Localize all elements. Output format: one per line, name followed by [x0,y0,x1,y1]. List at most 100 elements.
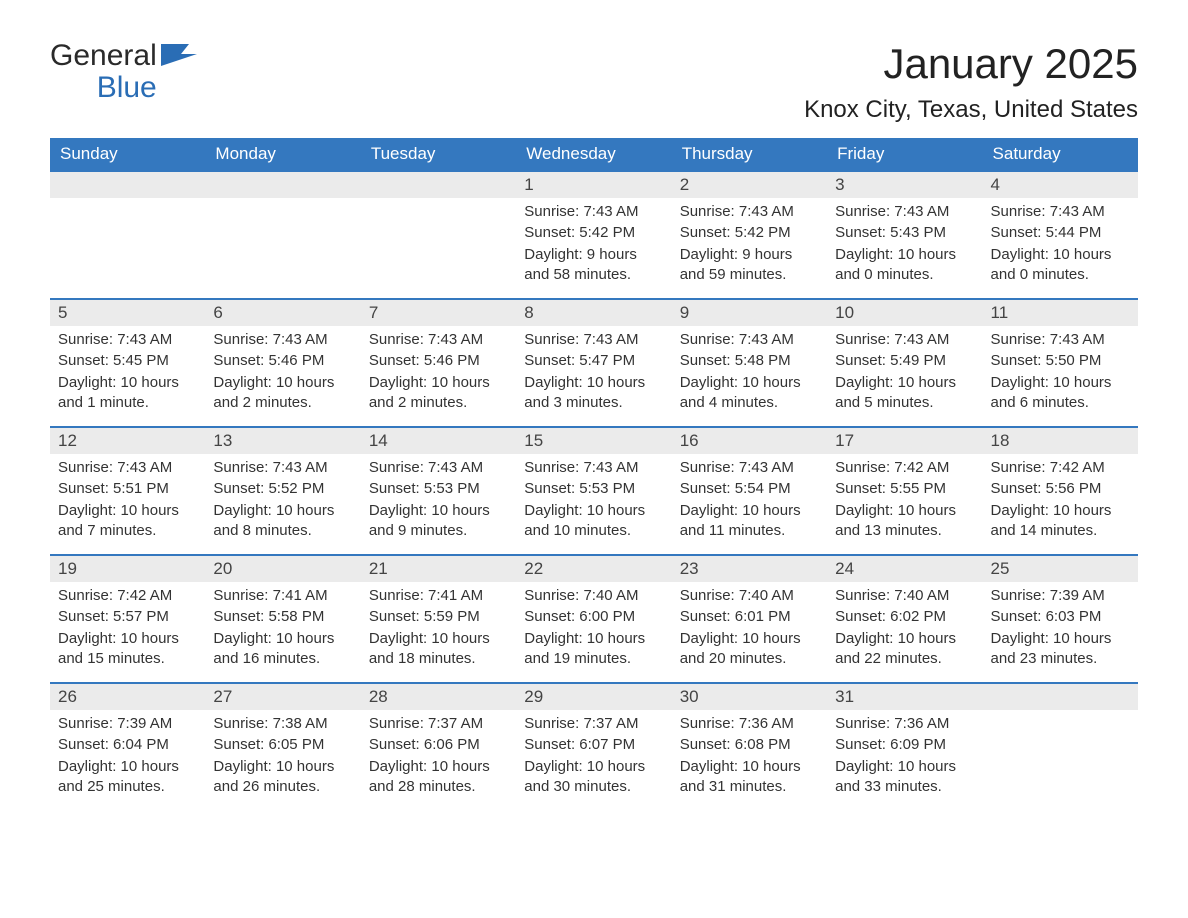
weekday-header: Thursday [672,138,827,170]
sunrise-text: Sunrise: 7:41 AM [369,586,508,606]
day-number: 25 [983,556,1138,582]
sunrise-text: Sunrise: 7:43 AM [524,330,663,350]
daylight-text: Daylight: 10 hours and 14 minutes. [991,501,1130,542]
day-cell: 27Sunrise: 7:38 AMSunset: 6:05 PMDayligh… [205,684,360,810]
day-cell [205,172,360,298]
daylight-text: Daylight: 10 hours and 0 minutes. [835,245,974,286]
day-content: Sunrise: 7:43 AMSunset: 5:54 PMDaylight:… [672,454,827,554]
sunrise-text: Sunrise: 7:36 AM [680,714,819,734]
day-number [50,172,205,198]
title-block: January 2025 Knox City, Texas, United St… [804,40,1138,132]
day-cell: 11Sunrise: 7:43 AMSunset: 5:50 PMDayligh… [983,300,1138,426]
day-cell: 8 Sunrise: 7:43 AMSunset: 5:47 PMDaylight… [516,300,671,426]
sunset-text: Sunset: 5:42 PM [680,223,819,243]
week-row: 26Sunrise: 7:39 AMSunset: 6:04 PMDayligh… [50,682,1138,810]
day-content: Sunrise: 7:38 AMSunset: 6:05 PMDaylight:… [205,710,360,810]
sunrise-text: Sunrise: 7:40 AM [835,586,974,606]
location-label: Knox City, Texas, United States [804,96,1138,124]
logo: General Blue [50,40,197,103]
logo-word-blue: Blue [50,72,157,104]
daylight-text: Daylight: 10 hours and 3 minutes. [524,373,663,414]
day-content: Sunrise: 7:43 AMSunset: 5:49 PMDaylight:… [827,326,982,426]
day-cell [983,684,1138,810]
day-cell: 2Sunrise: 7:43 AMSunset: 5:42 PMDaylight… [672,172,827,298]
sunrise-text: Sunrise: 7:42 AM [991,458,1130,478]
day-cell: 6Sunrise: 7:43 AMSunset: 5:46 PMDaylight… [205,300,360,426]
day-number: 20 [205,556,360,582]
weekday-header-row: SundayMondayTuesdayWednesdayThursdayFrid… [50,138,1138,170]
day-cell: 7Sunrise: 7:43 AMSunset: 5:46 PMDaylight… [361,300,516,426]
week-row: 1Sunrise: 7:43 AMSunset: 5:42 PMDaylight… [50,170,1138,298]
day-cell: 28Sunrise: 7:37 AMSunset: 6:06 PMDayligh… [361,684,516,810]
sunrise-text: Sunrise: 7:43 AM [680,330,819,350]
sunrise-text: Sunrise: 7:43 AM [213,330,352,350]
day-number: 13 [205,428,360,454]
sunrise-text: Sunrise: 7:43 AM [213,458,352,478]
sunrise-text: Sunrise: 7:39 AM [991,586,1130,606]
day-cell: 5Sunrise: 7:43 AMSunset: 5:45 PMDaylight… [50,300,205,426]
sunrise-text: Sunrise: 7:42 AM [835,458,974,478]
day-number: 15 [516,428,671,454]
sunset-text: Sunset: 5:46 PM [369,351,508,371]
sunset-text: Sunset: 6:01 PM [680,607,819,627]
day-number: 17 [827,428,982,454]
day-number: 28 [361,684,516,710]
day-number: 29 [516,684,671,710]
daylight-text: Daylight: 10 hours and 13 minutes. [835,501,974,542]
sunrise-text: Sunrise: 7:43 AM [369,458,508,478]
day-number [983,684,1138,710]
sunrise-text: Sunrise: 7:41 AM [213,586,352,606]
daylight-text: Daylight: 10 hours and 18 minutes. [369,629,508,670]
day-cell [361,172,516,298]
daylight-text: Daylight: 10 hours and 11 minutes. [680,501,819,542]
day-number: 14 [361,428,516,454]
week-row: 5Sunrise: 7:43 AMSunset: 5:45 PMDaylight… [50,298,1138,426]
day-content: Sunrise: 7:40 AMSunset: 6:00 PMDaylight:… [516,582,671,682]
day-number: 7 [361,300,516,326]
day-content: Sunrise: 7:40 AMSunset: 6:02 PMDaylight:… [827,582,982,682]
day-cell: 30Sunrise: 7:36 AMSunset: 6:08 PMDayligh… [672,684,827,810]
day-number [361,172,516,198]
sunrise-text: Sunrise: 7:36 AM [835,714,974,734]
day-cell: 12Sunrise: 7:43 AMSunset: 5:51 PMDayligh… [50,428,205,554]
day-number: 8 [516,300,671,326]
day-number: 3 [827,172,982,198]
day-content: Sunrise: 7:43 AMSunset: 5:42 PMDaylight:… [516,198,671,298]
day-number: 1 [516,172,671,198]
daylight-text: Daylight: 10 hours and 30 minutes. [524,757,663,798]
page-header: General Blue January 2025 Knox City, Tex… [50,40,1138,132]
sunset-text: Sunset: 5:58 PM [213,607,352,627]
sunset-text: Sunset: 6:00 PM [524,607,663,627]
sunset-text: Sunset: 5:53 PM [369,479,508,499]
sunrise-text: Sunrise: 7:43 AM [58,458,197,478]
day-number: 6 [205,300,360,326]
daylight-text: Daylight: 10 hours and 22 minutes. [835,629,974,670]
month-title: January 2025 [804,40,1138,88]
sunrise-text: Sunrise: 7:43 AM [991,202,1130,222]
day-number: 5 [50,300,205,326]
daylight-text: Daylight: 10 hours and 26 minutes. [213,757,352,798]
day-cell: 14Sunrise: 7:43 AMSunset: 5:53 PMDayligh… [361,428,516,554]
day-number: 10 [827,300,982,326]
day-cell: 21Sunrise: 7:41 AMSunset: 5:59 PMDayligh… [361,556,516,682]
day-number: 24 [827,556,982,582]
sunset-text: Sunset: 5:42 PM [524,223,663,243]
sunset-text: Sunset: 5:47 PM [524,351,663,371]
day-content: Sunrise: 7:43 AMSunset: 5:45 PMDaylight:… [50,326,205,426]
week-row: 19Sunrise: 7:42 AMSunset: 5:57 PMDayligh… [50,554,1138,682]
sunset-text: Sunset: 6:07 PM [524,735,663,755]
day-cell: 15Sunrise: 7:43 AMSunset: 5:53 PMDayligh… [516,428,671,554]
sunrise-text: Sunrise: 7:43 AM [680,202,819,222]
weekday-header: Saturday [983,138,1138,170]
sunrise-text: Sunrise: 7:43 AM [835,330,974,350]
day-cell: 13Sunrise: 7:43 AMSunset: 5:52 PMDayligh… [205,428,360,554]
sunset-text: Sunset: 6:06 PM [369,735,508,755]
sunset-text: Sunset: 5:48 PM [680,351,819,371]
day-cell: 22Sunrise: 7:40 AMSunset: 6:00 PMDayligh… [516,556,671,682]
day-content: Sunrise: 7:43 AMSunset: 5:46 PMDaylight:… [205,326,360,426]
sunrise-text: Sunrise: 7:42 AM [58,586,197,606]
daylight-text: Daylight: 10 hours and 6 minutes. [991,373,1130,414]
daylight-text: Daylight: 10 hours and 7 minutes. [58,501,197,542]
day-cell: 20Sunrise: 7:41 AMSunset: 5:58 PMDayligh… [205,556,360,682]
sunrise-text: Sunrise: 7:43 AM [835,202,974,222]
